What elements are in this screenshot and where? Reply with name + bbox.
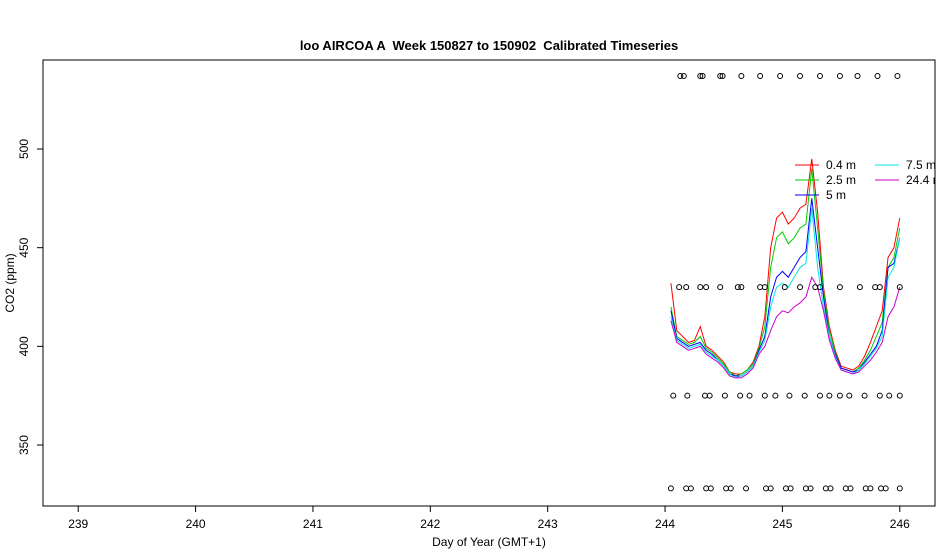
y-tick-label: 400 xyxy=(17,336,31,356)
calibration-point xyxy=(707,485,714,492)
calibration-point xyxy=(786,392,793,399)
legend-label: 0.4 m xyxy=(826,158,856,172)
calibration-point xyxy=(876,392,883,399)
legend-label: 24.4 m xyxy=(906,173,943,187)
series-line xyxy=(670,168,901,377)
calibration-point xyxy=(827,485,834,492)
x-tick-label: 243 xyxy=(538,517,558,531)
x-tick-label: 240 xyxy=(186,517,206,531)
x-tick-label: 245 xyxy=(772,517,792,531)
calibration-point xyxy=(816,284,823,291)
calibration-point xyxy=(697,284,704,291)
calibration-point xyxy=(717,72,724,79)
calibration-point xyxy=(894,72,901,79)
calibration-point xyxy=(781,284,788,291)
calibration-point xyxy=(767,485,774,492)
calibration-point xyxy=(717,284,724,291)
calibration-point xyxy=(816,392,823,399)
calibration-point xyxy=(836,72,843,79)
x-tick-label: 241 xyxy=(303,517,323,531)
calibration-point xyxy=(738,72,745,79)
series-line xyxy=(670,276,901,379)
x-tick-label: 242 xyxy=(420,517,440,531)
calibration-point xyxy=(706,392,713,399)
calibration-point xyxy=(886,392,893,399)
calibration-point xyxy=(847,485,854,492)
calibration-point xyxy=(896,284,903,291)
legend-label: 7.5 m xyxy=(906,158,936,172)
x-tick-label: 244 xyxy=(655,517,675,531)
calibration-point xyxy=(896,485,903,492)
calibration-point xyxy=(719,72,726,79)
calibration-point xyxy=(677,72,684,79)
calibration-point xyxy=(861,392,868,399)
calibration-point xyxy=(734,284,741,291)
calibration-point xyxy=(874,72,881,79)
calibration-point xyxy=(826,392,833,399)
calibration-point xyxy=(854,72,861,79)
calibration-point xyxy=(697,72,704,79)
calibration-point xyxy=(816,72,823,79)
calibration-point xyxy=(761,284,768,291)
calibration-point xyxy=(807,485,814,492)
calibration-point xyxy=(882,485,889,492)
legend-label: 2.5 m xyxy=(826,173,856,187)
calibration-point xyxy=(846,392,853,399)
series-line xyxy=(670,198,901,377)
calibration-point xyxy=(856,284,863,291)
chart-title: loo AIRCOA A Week 150827 to 150902 Calib… xyxy=(300,38,678,53)
calibration-point xyxy=(836,392,843,399)
y-axis-label: CO2 (ppm) xyxy=(3,253,17,312)
legend-label: 5 m xyxy=(826,188,846,202)
x-axis-label: Day of Year (GMT+1) xyxy=(432,535,546,549)
plot-area: 0.4 m2.5 m5 m 7.5 m24.4 m xyxy=(667,72,943,492)
calibration-point xyxy=(738,284,745,291)
calibration-point xyxy=(727,485,734,492)
calibration-point xyxy=(676,284,683,291)
calibration-point xyxy=(876,284,883,291)
series-line xyxy=(670,158,901,375)
calibration-point xyxy=(680,72,687,79)
y-tick-label: 350 xyxy=(17,435,31,455)
calibration-point xyxy=(670,392,677,399)
calibration-point xyxy=(687,485,694,492)
calibration-point xyxy=(743,485,750,492)
calibration-point xyxy=(787,485,794,492)
y-tick-label: 500 xyxy=(17,139,31,159)
calibration-point xyxy=(757,72,764,79)
x-tick-label: 239 xyxy=(68,517,88,531)
calibration-point xyxy=(737,392,744,399)
y-tick-label: 450 xyxy=(17,237,31,257)
plot-frame xyxy=(42,59,936,507)
x-tick-label: 246 xyxy=(890,517,910,531)
calibration-point xyxy=(772,392,779,399)
calibration-point xyxy=(867,485,874,492)
calibration-point xyxy=(699,72,706,79)
calibration-point xyxy=(797,72,804,79)
calibration-point xyxy=(667,485,674,492)
calibration-point xyxy=(703,284,710,291)
calibration-point xyxy=(836,284,843,291)
calibration-point xyxy=(896,392,903,399)
calibration-point xyxy=(761,392,768,399)
calibration-point xyxy=(721,392,728,399)
calibration-point xyxy=(684,392,691,399)
calibration-point xyxy=(683,284,690,291)
calibration-point xyxy=(746,392,753,399)
calibration-point xyxy=(797,284,804,291)
calibration-point xyxy=(777,72,784,79)
calibration-point xyxy=(801,392,808,399)
